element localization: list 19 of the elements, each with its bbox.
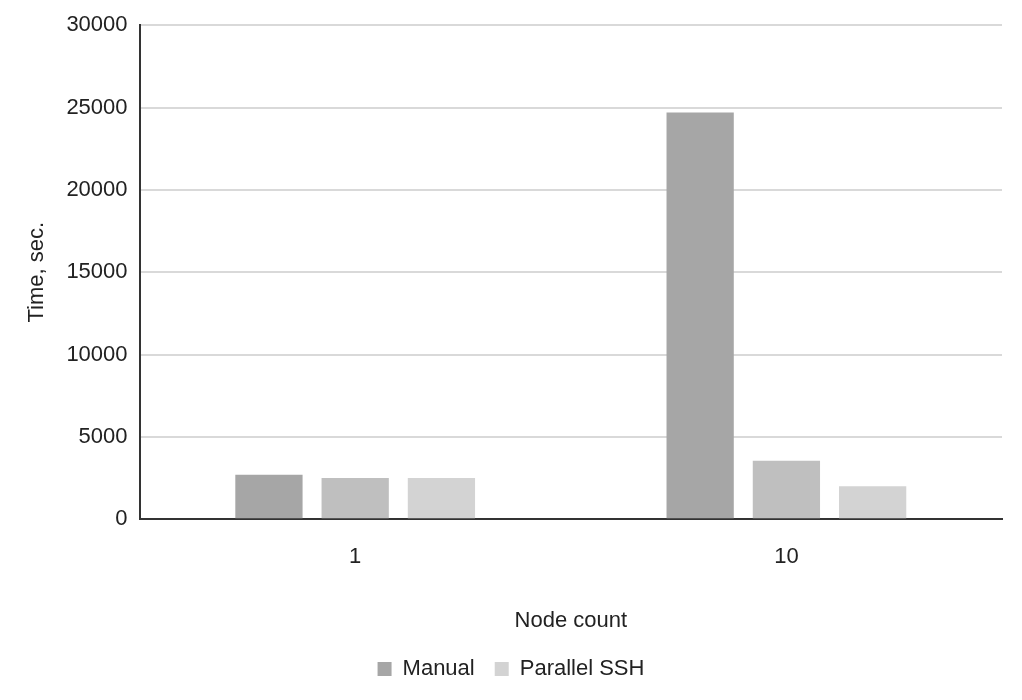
y-tick-label: 20000 xyxy=(66,175,128,201)
y-axis-title: Time, sec. xyxy=(23,221,49,323)
y-tick-label: 25000 xyxy=(66,93,128,119)
bar xyxy=(666,112,734,519)
bar xyxy=(839,486,907,519)
bar xyxy=(321,478,389,519)
y-tick-label: 0 xyxy=(115,505,128,531)
y-tick-label: 10000 xyxy=(66,340,128,366)
y-tick-label: 15000 xyxy=(66,258,128,284)
x-axis-title: Node count xyxy=(514,606,628,632)
legend-label: Manual xyxy=(402,655,475,681)
bar xyxy=(235,474,303,519)
y-tick-label: 30000 xyxy=(66,11,128,37)
x-tick-label: 10 xyxy=(774,543,799,569)
x-tick-label: 1 xyxy=(349,543,362,569)
bar xyxy=(407,478,476,519)
legend-label: Parallel SSH xyxy=(519,655,645,681)
y-tick-label: 5000 xyxy=(78,422,128,448)
bar xyxy=(752,460,821,519)
